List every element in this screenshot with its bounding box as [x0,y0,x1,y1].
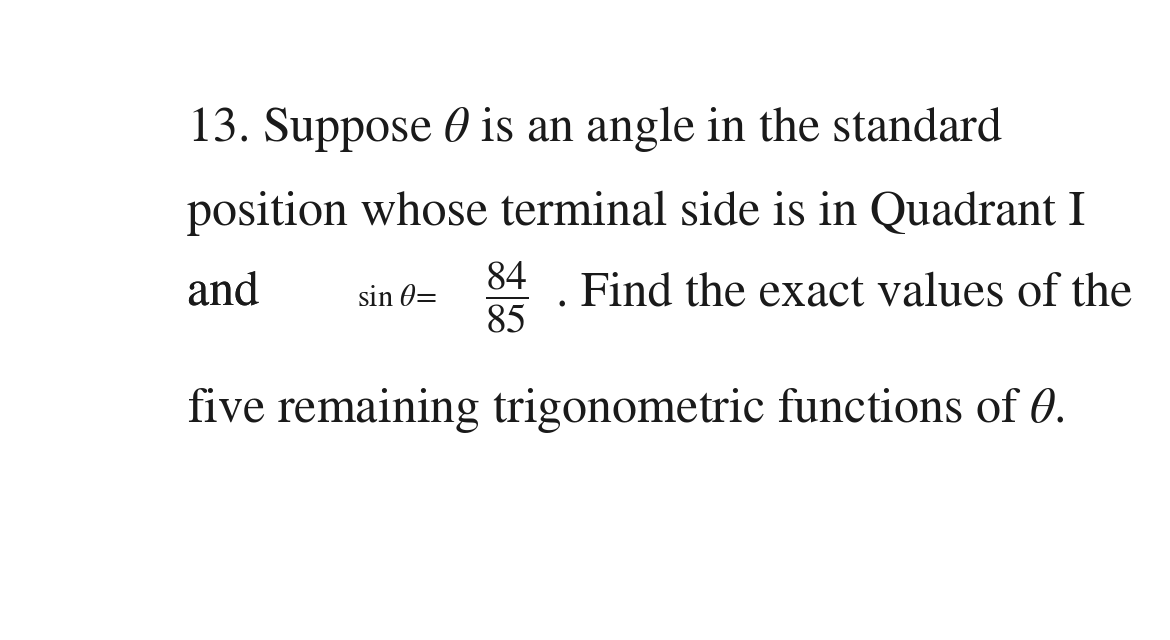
Text: position whose terminal side is in Quadrant I: position whose terminal side is in Quadr… [187,190,1086,236]
Text: and: and [187,271,271,317]
Text: and: and [187,271,271,317]
Text: 13. Suppose $\theta$ is an angle in the standard: 13. Suppose $\theta$ is an angle in the … [187,104,1003,154]
Text: . Find the exact values of the: . Find the exact values of the [556,271,1133,317]
Text: and $\underset{}{}$: and $\underset{}{}$ [187,271,261,317]
Text: $\mathrm{sin}\ \theta\! =$: $\mathrm{sin}\ \theta\! =$ [357,285,436,313]
Text: five remaining trigonometric functions of $\theta$.: five remaining trigonometric functions o… [187,386,1065,435]
Text: $\dfrac{84}{85}$: $\dfrac{84}{85}$ [484,260,529,335]
